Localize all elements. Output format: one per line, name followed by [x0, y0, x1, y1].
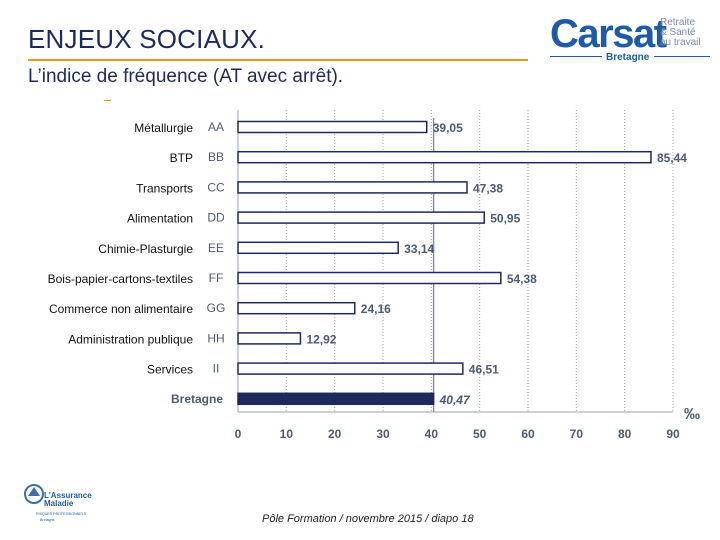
sector-name-label: Commerce non alimentaire: [49, 302, 193, 316]
bar-value-label: 40,47: [439, 393, 471, 407]
carsat-tagline-line3: au travail: [660, 37, 701, 48]
sector-name-label: Métallurgie: [134, 121, 193, 135]
page-title: ENJEUX SOCIAUX.: [28, 24, 266, 54]
sector-name-label: Alimentation: [127, 212, 193, 226]
category-code-label: CC: [207, 180, 225, 194]
bar: [237, 241, 399, 255]
x-tick-label: 50: [473, 427, 487, 441]
bar-value-label: 54,38: [507, 272, 537, 286]
bar: [237, 211, 486, 224]
carsat-logo-rule-left: [550, 56, 602, 57]
carsat-tagline-line1: Retraite: [660, 17, 696, 28]
category-code-label: GG: [207, 301, 226, 315]
category-code-label: DD: [207, 211, 225, 225]
bar: [237, 362, 464, 375]
category-code-label: BB: [208, 150, 224, 164]
bar-value-label: 24,16: [361, 302, 391, 316]
carsat-logo-wordmark: Carsat: [550, 12, 667, 56]
x-tick-label: 0: [235, 427, 242, 441]
assurance-maladie-line3: RISQUES PROFESSIONNELS: [36, 512, 87, 516]
bar: [237, 120, 428, 134]
sector-name-label: Transports: [136, 181, 193, 195]
carsat-logo-rule-right: [654, 56, 710, 57]
bar: [237, 392, 435, 406]
x-unit-label: ‰: [684, 406, 700, 423]
bar-value-label: 85,44: [657, 151, 687, 165]
title-underline: [28, 59, 528, 61]
x-tick-label: 10: [280, 427, 294, 441]
assurance-maladie-line2: Maladie: [44, 499, 74, 508]
carsat-logo: Carsat Retraite & Santé au travail Breta…: [550, 14, 710, 66]
bar: [237, 301, 356, 315]
bar-value-label: 50,95: [490, 212, 520, 226]
carsat-logo-tagline: Retraite & Santé au travail: [660, 18, 701, 48]
x-tick-label: 30: [376, 427, 390, 441]
category-code-label: AA: [208, 120, 224, 134]
page-subtitle: L’indice de fréquence (AT avec arrêt).: [28, 66, 344, 87]
assurance-maladie-line1: L'Assurance: [44, 491, 92, 500]
bar: [237, 332, 302, 345]
bar: [237, 271, 502, 285]
bar: [237, 150, 652, 164]
sector-name-label: Chimie-Plasturgie: [98, 242, 193, 256]
category-code-label: FF: [209, 271, 224, 285]
x-tick-label: 80: [618, 427, 632, 441]
footer-text: Pôle Formation / novembre 2015 / diapo 1…: [262, 513, 474, 525]
bar-value-label: 33,14: [404, 242, 434, 256]
bar: [237, 181, 468, 194]
category-code-label: EE: [208, 241, 224, 255]
assurance-maladie-line4: Bretagne: [40, 518, 55, 522]
sector-name-label: Bois-papier-cartons-textiles: [48, 272, 193, 286]
x-tick-label: 70: [570, 427, 584, 441]
bar-value-label: 12,92: [306, 332, 336, 346]
category-code-label: HH: [207, 331, 224, 345]
assurance-maladie-logo: L'Assurance Maladie RISQUES PROFESSIONNE…: [24, 484, 92, 522]
decorative-dash: [104, 100, 111, 101]
bar-value-label: 46,51: [469, 363, 499, 377]
sector-name-label: Services: [147, 363, 193, 377]
carsat-logo-region: Bretagne: [606, 52, 650, 63]
sector-name-label: BTP: [170, 151, 193, 165]
x-tick-label: 40: [425, 427, 439, 441]
assurance-maladie-emblem-mark: [28, 487, 40, 496]
sector-name-label: Administration publique: [68, 332, 193, 346]
x-tick-label: 20: [328, 427, 342, 441]
x-tick-label: 60: [521, 427, 535, 441]
x-tick-label: 90: [666, 427, 680, 441]
bar-value-label: 47,38: [473, 181, 503, 195]
bar-value-label: 39,05: [433, 121, 463, 135]
category-code-label: II: [213, 362, 220, 376]
category-code-label: Bretagne: [171, 392, 223, 406]
carsat-tagline-line2: & Santé: [660, 27, 696, 38]
assurance-maladie-emblem-icon: [24, 484, 44, 504]
